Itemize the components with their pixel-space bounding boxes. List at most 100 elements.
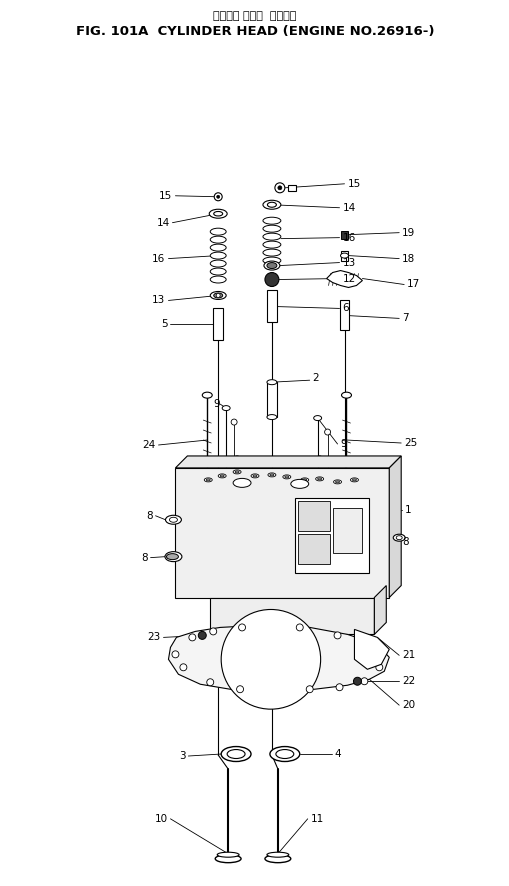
Ellipse shape [204, 478, 212, 482]
Ellipse shape [285, 476, 289, 478]
Text: 9: 9 [214, 399, 220, 409]
Ellipse shape [165, 516, 181, 525]
Ellipse shape [263, 225, 281, 232]
Circle shape [366, 646, 373, 653]
Circle shape [316, 456, 324, 464]
Ellipse shape [396, 536, 402, 540]
Text: 13: 13 [152, 295, 165, 306]
Ellipse shape [233, 478, 251, 487]
Circle shape [265, 273, 279, 286]
Circle shape [207, 679, 214, 686]
Polygon shape [176, 468, 389, 597]
Ellipse shape [267, 262, 277, 268]
Circle shape [306, 686, 313, 693]
Ellipse shape [270, 474, 274, 476]
Text: 15: 15 [159, 190, 173, 201]
Ellipse shape [264, 261, 280, 270]
Ellipse shape [270, 747, 300, 761]
Ellipse shape [221, 747, 251, 761]
Polygon shape [327, 270, 362, 287]
Circle shape [361, 678, 368, 685]
Ellipse shape [215, 855, 241, 863]
Text: 15: 15 [348, 179, 361, 189]
Text: 23: 23 [147, 633, 160, 642]
Text: 14: 14 [157, 218, 171, 228]
Ellipse shape [276, 750, 294, 758]
Ellipse shape [210, 291, 226, 299]
Text: 8: 8 [141, 553, 148, 563]
Ellipse shape [303, 479, 307, 481]
Text: 5: 5 [161, 319, 167, 330]
Circle shape [189, 633, 196, 641]
Ellipse shape [214, 212, 222, 216]
Circle shape [334, 632, 341, 639]
Text: 22: 22 [402, 676, 415, 687]
Text: 9: 9 [341, 439, 347, 449]
Ellipse shape [227, 750, 245, 758]
Polygon shape [389, 456, 401, 597]
Circle shape [172, 651, 179, 657]
Text: 8: 8 [146, 510, 153, 521]
Text: 11: 11 [310, 814, 324, 824]
Ellipse shape [263, 217, 281, 224]
Circle shape [376, 664, 383, 671]
Ellipse shape [210, 229, 226, 235]
Ellipse shape [210, 237, 226, 243]
Bar [213, 308, 223, 340]
Polygon shape [168, 626, 389, 691]
Bar [340, 300, 350, 330]
Circle shape [199, 632, 206, 640]
Text: 21: 21 [402, 650, 415, 660]
Ellipse shape [267, 415, 277, 420]
Ellipse shape [210, 245, 226, 251]
Text: 24: 24 [143, 440, 156, 450]
Ellipse shape [267, 202, 276, 207]
Bar [267, 382, 277, 417]
Ellipse shape [251, 474, 259, 478]
Ellipse shape [214, 293, 222, 298]
Text: 2: 2 [313, 373, 319, 384]
Ellipse shape [316, 477, 324, 481]
Ellipse shape [314, 416, 322, 421]
Ellipse shape [268, 473, 276, 477]
Ellipse shape [301, 478, 308, 482]
Ellipse shape [253, 475, 257, 477]
Polygon shape [176, 456, 401, 468]
Ellipse shape [393, 534, 405, 541]
Polygon shape [374, 586, 386, 634]
Ellipse shape [318, 478, 322, 480]
Ellipse shape [217, 852, 239, 857]
Text: 19: 19 [402, 228, 415, 237]
Circle shape [214, 193, 222, 201]
Ellipse shape [210, 260, 226, 267]
Polygon shape [210, 597, 374, 634]
Ellipse shape [352, 479, 356, 481]
Ellipse shape [235, 471, 239, 473]
Bar [341, 230, 349, 238]
Circle shape [233, 456, 241, 464]
Ellipse shape [263, 200, 281, 209]
Ellipse shape [206, 479, 210, 481]
Circle shape [278, 186, 282, 190]
Circle shape [180, 664, 187, 671]
Bar [298, 501, 330, 531]
Ellipse shape [263, 241, 281, 248]
Text: 14: 14 [343, 203, 356, 213]
Circle shape [231, 419, 237, 425]
Ellipse shape [342, 392, 352, 398]
Ellipse shape [220, 475, 224, 477]
Text: 6: 6 [343, 303, 349, 314]
Text: 12: 12 [343, 274, 356, 284]
Text: 20: 20 [402, 700, 415, 711]
Circle shape [221, 610, 321, 709]
Bar [288, 185, 296, 190]
Text: 1: 1 [405, 505, 412, 515]
Circle shape [353, 677, 361, 685]
Ellipse shape [335, 481, 340, 483]
Text: シリンダ ヘッド  適用号機: シリンダ ヘッド 適用号機 [213, 12, 297, 21]
Ellipse shape [169, 517, 178, 522]
Circle shape [296, 624, 303, 631]
Ellipse shape [202, 392, 212, 398]
Ellipse shape [222, 406, 230, 410]
Ellipse shape [267, 380, 277, 385]
